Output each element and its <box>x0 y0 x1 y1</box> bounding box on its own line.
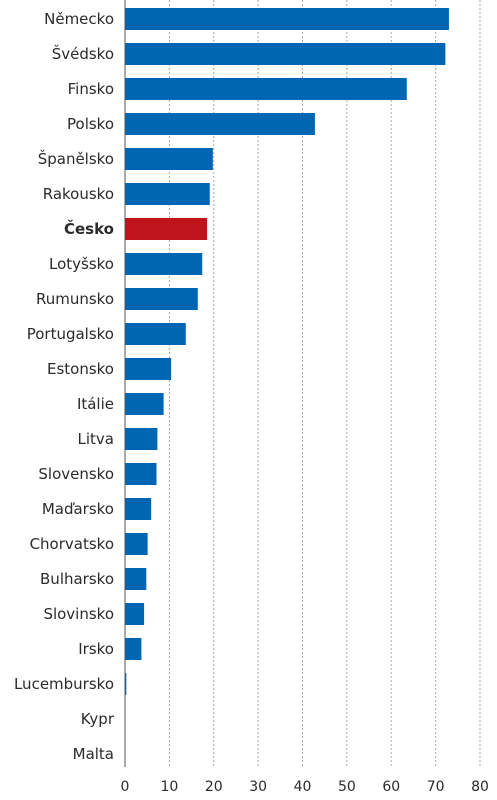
category-label: Bulharsko <box>40 570 114 588</box>
bar-9 <box>125 323 186 345</box>
bar-15 <box>125 533 148 555</box>
category-labels: Německo Švédsko Finsko Polsko Španělsko Rakou… <box>14 10 115 763</box>
bar-4 <box>125 148 213 170</box>
category-label: Španělsko <box>38 149 114 168</box>
bar-10 <box>125 358 172 380</box>
bar-19 <box>125 673 127 695</box>
category-label: Irsko <box>78 640 114 658</box>
category-label: Slovinsko <box>43 605 114 623</box>
bar-8 <box>125 288 198 310</box>
category-label: Portugalsko <box>27 325 114 343</box>
category-label: Malta <box>73 745 114 763</box>
bar-2 <box>125 78 407 100</box>
category-label: Rakousko <box>43 185 114 203</box>
bar-18 <box>125 638 142 660</box>
x-tick-label: 70 <box>427 779 445 795</box>
bar-17 <box>125 603 145 625</box>
x-tick-label: 20 <box>205 779 223 795</box>
category-label: Lucembursko <box>14 675 114 693</box>
bar-16 <box>125 568 147 590</box>
bar-7 <box>125 253 203 275</box>
bar-3 <box>125 113 315 135</box>
bar-5 <box>125 183 210 205</box>
category-label: Chorvatsko <box>30 535 114 553</box>
category-label: Finsko <box>68 80 114 98</box>
category-label: Litva <box>78 430 114 448</box>
x-tick-label: 10 <box>160 779 178 795</box>
category-label: Estonsko <box>47 360 114 378</box>
x-tick-label: 0 <box>121 779 130 795</box>
x-tick-label: 50 <box>338 779 356 795</box>
category-label: Česko <box>64 219 114 238</box>
bar-14 <box>125 498 152 520</box>
category-label: Maďarsko <box>42 500 114 518</box>
bar-11 <box>125 393 164 415</box>
category-label: Německo <box>44 10 114 28</box>
category-label: Švédsko <box>52 44 114 63</box>
category-label: Polsko <box>67 115 114 133</box>
category-label: Rumunsko <box>36 290 114 308</box>
bars <box>125 8 449 695</box>
x-tick-label: 40 <box>294 779 312 795</box>
category-label: Lotyšsko <box>49 255 114 273</box>
bar-0 <box>125 8 449 30</box>
category-label: Itálie <box>77 395 114 413</box>
bar-13 <box>125 463 157 485</box>
x-tick-label: 60 <box>382 779 400 795</box>
bar-1 <box>125 43 446 65</box>
bar-6 <box>125 218 208 240</box>
x-axis-ticks: 0 10 20 30 40 50 60 70 80 <box>121 779 489 795</box>
bar-12 <box>125 428 158 450</box>
x-tick-label: 30 <box>249 779 267 795</box>
x-tick-label: 80 <box>471 779 489 795</box>
category-label: Slovensko <box>38 465 114 483</box>
category-label: Kypr <box>81 710 115 728</box>
